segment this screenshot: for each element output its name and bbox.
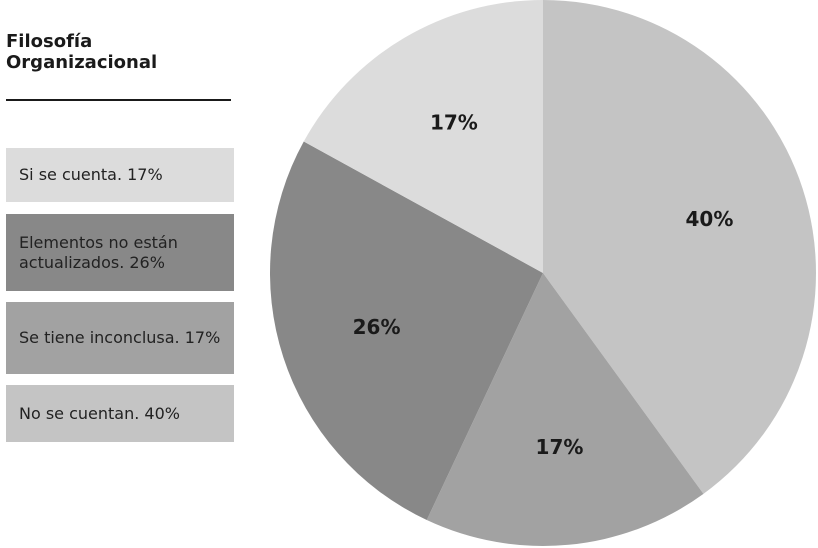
legend-label: Elementos no están actualizados. 26%	[19, 232, 178, 272]
title-divider	[6, 99, 231, 101]
pie-slice-0	[543, 0, 816, 494]
legend-label: Se tiene inconclusa. 17%	[19, 328, 221, 347]
pie-slice-2	[270, 141, 543, 521]
pie-slice-label-2: 26%	[353, 315, 401, 339]
pie-slice-3	[303, 0, 543, 273]
legend-item-elementos-no-actualizados: Elementos no están actualizados. 26%	[6, 214, 234, 291]
legend-item-si-se-cuenta: Si se cuenta. 17%	[6, 148, 234, 202]
pie-slice-label-0: 40%	[685, 207, 733, 231]
chart-title: Filosofía Organizacional	[6, 31, 158, 73]
pie-slice-label-3: 17%	[430, 110, 478, 134]
legend-item-no-se-cuentan: No se cuentan. 40%	[6, 385, 234, 442]
legend-item-se-tiene-inconclusa: Se tiene inconclusa. 17%	[6, 302, 234, 374]
legend-label: No se cuentan. 40%	[19, 403, 180, 423]
pie-slice-label-1: 17%	[536, 435, 584, 459]
legend-label: Si se cuenta. 17%	[19, 165, 163, 184]
pie-slice-1	[426, 273, 704, 546]
